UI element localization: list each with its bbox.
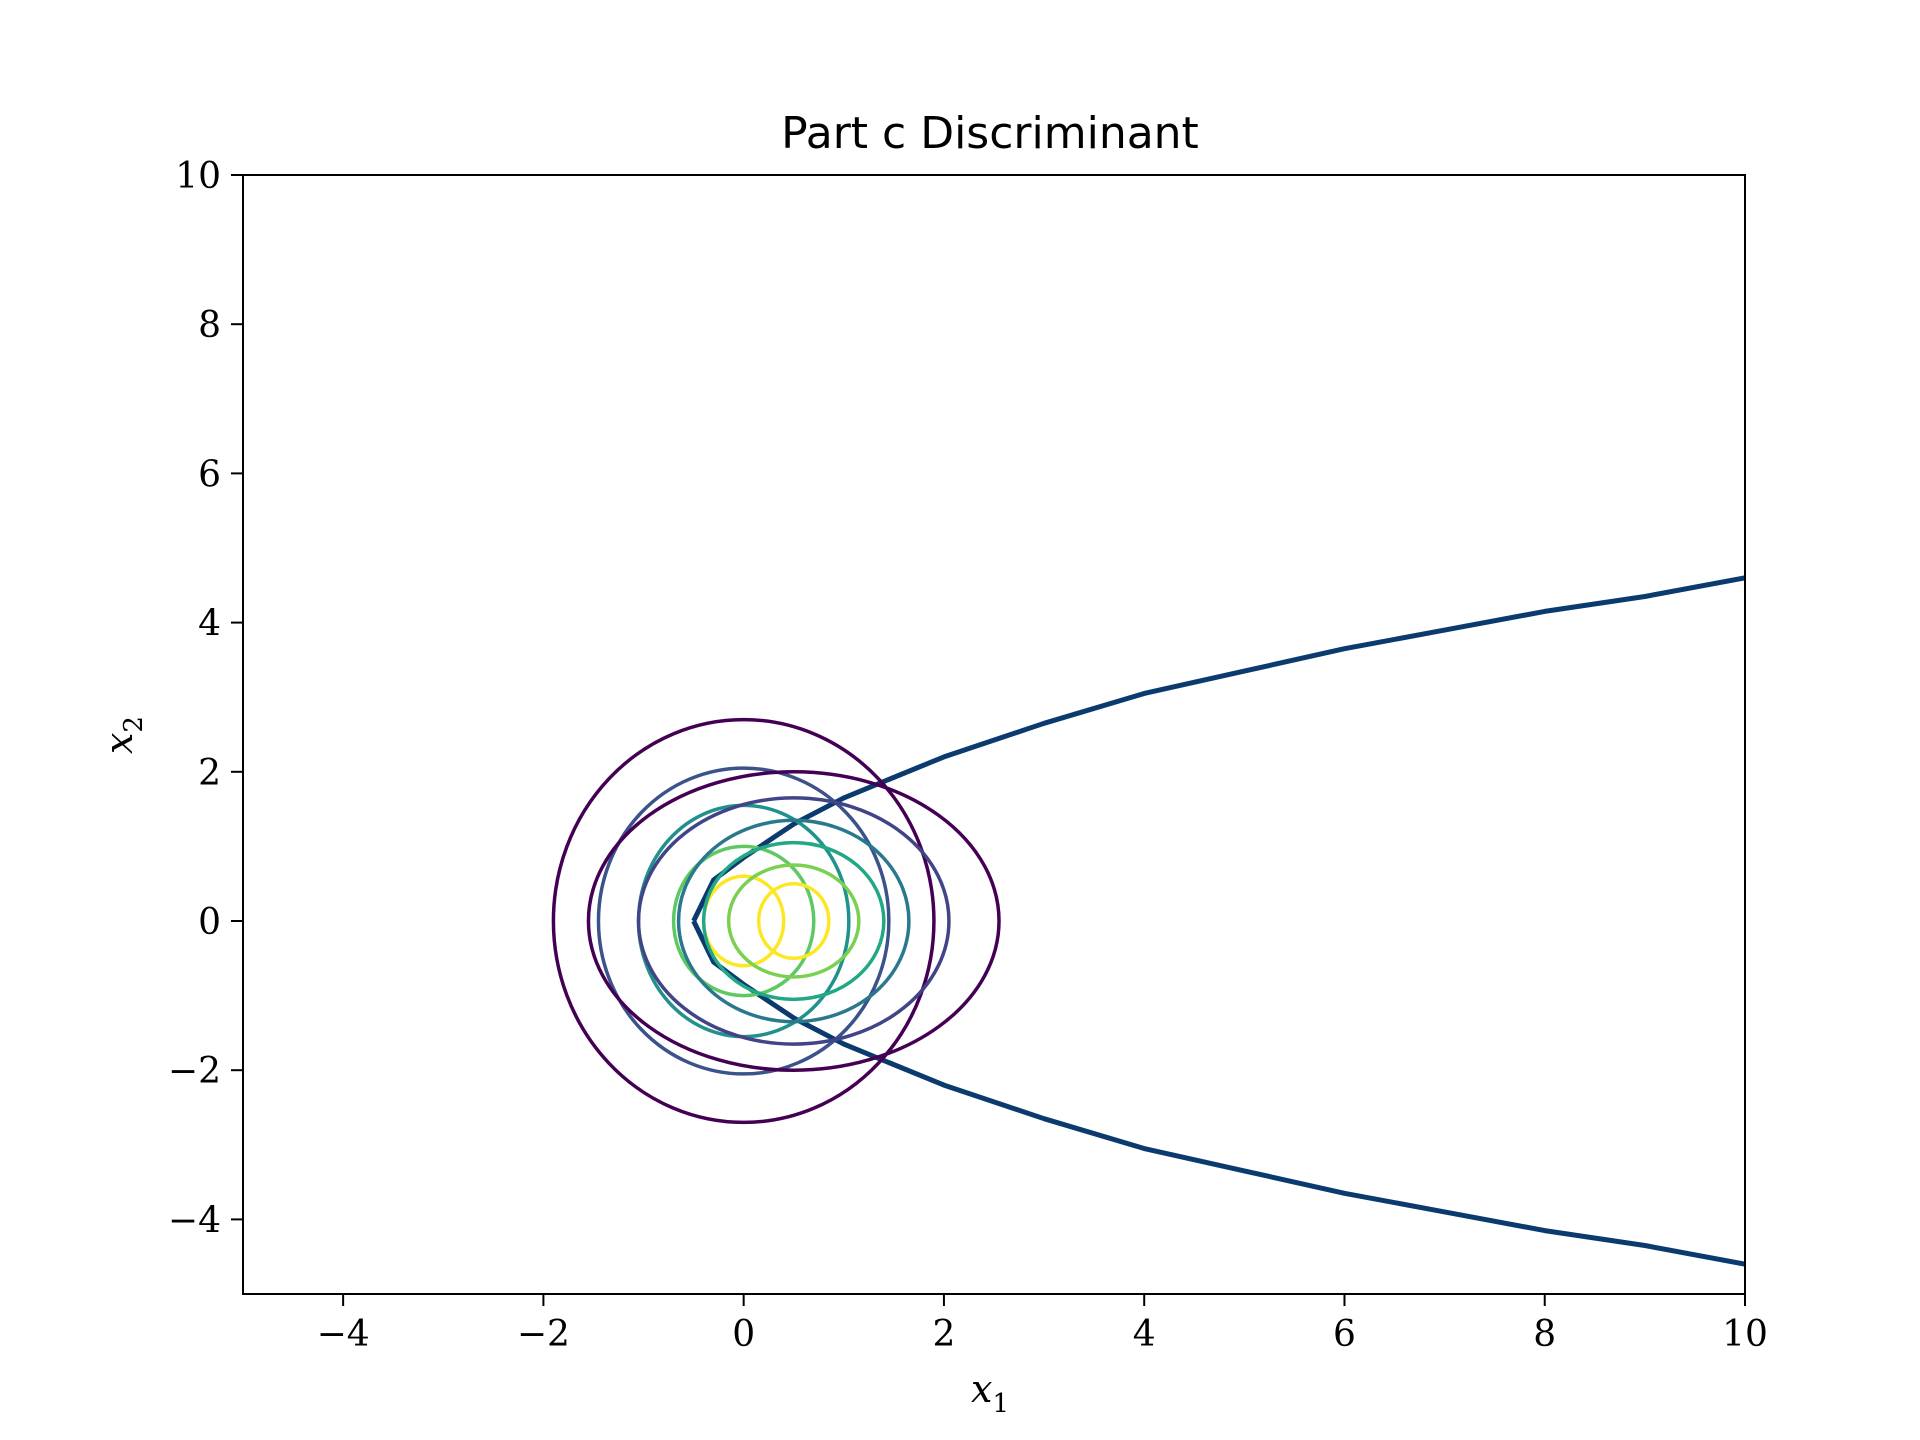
y-axis-label-sub: 2 bbox=[119, 716, 149, 733]
contour-2-level-4 bbox=[701, 840, 886, 1002]
contour-2-level-5 bbox=[726, 863, 861, 979]
x-axis-label: x1 bbox=[971, 1367, 1009, 1419]
contour-2-level-3 bbox=[676, 818, 911, 1024]
x-tick-label: −2 bbox=[517, 1314, 570, 1355]
contour-layer bbox=[551, 717, 1001, 1125]
x-tick-label: 8 bbox=[1533, 1314, 1556, 1355]
y-tick-label: 8 bbox=[198, 305, 221, 346]
x-tick-label: 4 bbox=[1133, 1314, 1156, 1355]
y-tick-label: 10 bbox=[175, 156, 221, 197]
x-axis-label-base: x bbox=[971, 1367, 992, 1411]
contour-2-level-1 bbox=[586, 770, 1001, 1072]
contour-2-level-2 bbox=[636, 796, 951, 1046]
x-tick-label: 0 bbox=[732, 1314, 755, 1355]
x-tick-label: 10 bbox=[1722, 1314, 1768, 1355]
contour-2-level-6 bbox=[756, 881, 831, 961]
x-tick-label: 2 bbox=[932, 1314, 955, 1355]
x-axis-label-sub: 1 bbox=[992, 1389, 1009, 1419]
y-tick-label: 4 bbox=[198, 604, 221, 645]
y-tick-label: 6 bbox=[198, 454, 221, 495]
x-axis-ticks: −4 −2 0 2 4 6 8 10 bbox=[317, 1294, 1768, 1355]
contour-1-level-1 bbox=[551, 717, 936, 1125]
chart-title: Part c Discriminant bbox=[781, 108, 1199, 159]
y-tick-label: 2 bbox=[198, 753, 221, 794]
y-axis-label-base: x bbox=[97, 733, 141, 754]
y-axis-label: x2 bbox=[97, 716, 149, 754]
x-tick-label: 6 bbox=[1333, 1314, 1356, 1355]
y-tick-label: −4 bbox=[168, 1200, 221, 1241]
contour-1-level-4 bbox=[671, 844, 816, 998]
y-tick-label: 0 bbox=[198, 902, 221, 943]
x-tick-label: −4 bbox=[317, 1314, 370, 1355]
y-tick-label: −2 bbox=[168, 1051, 221, 1092]
axes-frame bbox=[242, 174, 1746, 1295]
y-axis-ticks: −4 −2 0 2 4 6 8 10 bbox=[168, 156, 243, 1241]
plot-area bbox=[551, 575, 1745, 1267]
contour-1-level-2 bbox=[596, 766, 891, 1076]
